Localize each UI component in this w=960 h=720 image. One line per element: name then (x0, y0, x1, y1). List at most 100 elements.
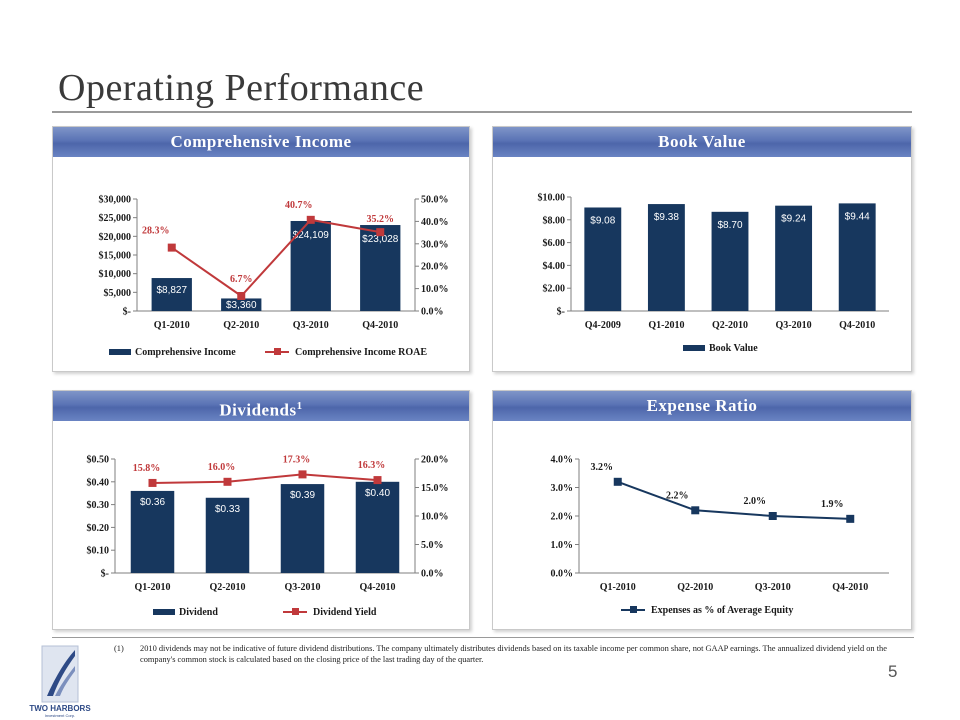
bar-data-label: $23,028 (362, 234, 399, 245)
comprehensive-income-chart: $- $5,000 $10,000 $15,000 $20,000 $25,000 $30,… (99, 195, 449, 359)
bar-data-label: $8,827 (156, 285, 187, 296)
y-axis-tick-label: $0.50 (87, 455, 110, 466)
bar (151, 278, 192, 311)
bar (360, 225, 401, 311)
legend-label: Comprehensive Income (135, 347, 236, 358)
logo-mark-icon (41, 645, 79, 703)
y-axis-tick-label: $0.30 (87, 500, 110, 511)
bar-data-label: $9.38 (654, 212, 679, 223)
line-data-label: 28.3% (142, 226, 170, 237)
x-axis-tick-label: Q4-2010 (839, 320, 875, 331)
book-value-chart: $- $2.00 $4.00 $6.00 $8.00 $10.00 Q4-2009 Q1-20… (538, 193, 889, 354)
line-point (167, 243, 176, 252)
x-axis-tick-label: Q1-2010 (154, 320, 190, 331)
line-point (223, 477, 232, 486)
legend-label: Comprehensive Income ROAE (295, 347, 427, 358)
legend-label: Dividend Yield (313, 607, 377, 618)
y-axis-tick-label: 3.0% (551, 483, 574, 494)
y-axis-tick-label: $30,000 (99, 195, 132, 206)
line-point (376, 228, 385, 237)
expense-ratio-chart: 0.0% 1.0% 2.0% 3.0% 4.0% Q1-2010 Q2-2010 Q3-201… (551, 455, 889, 616)
bar (280, 484, 325, 573)
y2-axis-tick-label: 40.0% (421, 217, 449, 228)
panel-title-text: Dividends (219, 400, 297, 420)
logo-subtitle: Investment Corp. (44, 713, 76, 718)
series-line (171, 218, 381, 298)
book-value-panel: Book Value $- $2.00 $4.00 $6.00 $8.00 $10.00 Q… (492, 126, 912, 372)
y-axis-tick-label: $2.00 (543, 284, 566, 295)
legend-swatch (153, 609, 175, 615)
line-point (768, 512, 777, 520)
x-axis-tick-label: Q3-2010 (776, 320, 812, 331)
bar (221, 298, 262, 311)
page-number: 5 (888, 662, 898, 681)
legend-label: Book Value (709, 343, 758, 354)
y-axis-tick-label: $6.00 (543, 238, 566, 249)
line-data-label: 15.8% (133, 463, 161, 474)
y-axis-tick-label: $- (123, 307, 131, 318)
dividends-panel: Dividends1 $- $0.10 $0.20 $0.30 $0.40 $0.50 0.… (52, 390, 470, 630)
x-axis-tick-label: Q2-2010 (223, 320, 259, 331)
x-axis-tick-label: Q3-2010 (293, 320, 329, 331)
footnote-marker: (1) (114, 644, 124, 653)
line-data-label: 6.7% (230, 274, 253, 285)
panel-title: Dividends1 (53, 391, 469, 421)
y-axis-tick-label: $10.00 (538, 193, 566, 204)
series-line (152, 473, 378, 484)
y2-axis-tick-label: 10.0% (421, 284, 449, 295)
panel-title: Comprehensive Income (53, 127, 469, 157)
bar (838, 203, 876, 311)
bar-data-label: $9.24 (781, 214, 806, 225)
x-axis-tick-label: Q1-2010 (600, 582, 636, 593)
y-axis-tick-label: 1.0% (551, 540, 574, 551)
y2-axis-tick-label: 5.0% (421, 540, 444, 551)
y-axis-tick-label: $5,000 (104, 288, 132, 299)
title-divider (52, 111, 912, 113)
y-axis-tick-label: $- (101, 569, 109, 580)
y-axis-tick-label: $15,000 (99, 251, 132, 262)
y2-axis-tick-label: 0.0% (421, 307, 444, 318)
y-axis-tick-label: $25,000 (99, 213, 132, 224)
line-data-label: 35.2% (367, 214, 395, 225)
footnote-reference: 1 (296, 400, 303, 412)
line-point (148, 478, 157, 487)
line-data-label: 16.3% (358, 460, 386, 471)
legend-label: Dividend (179, 607, 218, 618)
x-axis-tick-label: Q1-2010 (648, 320, 684, 331)
expense-ratio-panel: Expense Ratio 0.0% 1.0% 2.0% 3.0% 4.0% Q1-201… (492, 390, 912, 630)
bar-data-label: $9.44 (845, 211, 870, 222)
line-point (613, 477, 622, 486)
x-axis-tick-label: Q2-2010 (712, 320, 748, 331)
bar (205, 497, 250, 573)
y-axis-tick-label: $20,000 (99, 232, 132, 243)
bar-data-label: $24,109 (293, 230, 330, 241)
panel-title: Book Value (493, 127, 911, 157)
x-axis-tick-label: Q1-2010 (134, 582, 170, 593)
y2-axis-tick-label: 10.0% (421, 512, 449, 523)
bar-data-label: $3,360 (226, 300, 257, 311)
legend-marker (630, 606, 637, 613)
line-data-label: 16.0% (208, 462, 236, 473)
legend-marker (274, 348, 281, 355)
y-axis-tick-label: $0.40 (87, 477, 110, 488)
y2-axis-tick-label: 0.0% (421, 569, 444, 580)
bar-data-label: $8.70 (717, 220, 742, 231)
footnote-divider (52, 637, 914, 638)
line-point (306, 215, 315, 224)
x-axis-tick-label: Q4-2010 (362, 320, 398, 331)
x-axis-tick-label: Q3-2010 (284, 582, 320, 593)
bar (647, 204, 685, 311)
x-axis-tick-label: Q4-2010 (832, 582, 868, 593)
comprehensive-income-panel: Comprehensive Income $- $5,000 $10,000 $15,… (52, 126, 470, 372)
y2-axis-tick-label: 20.0% (421, 455, 449, 466)
legend-swatch (683, 345, 705, 351)
y-axis-tick-label: $10,000 (99, 269, 132, 280)
footnote-text: 2010 dividends may not be indicative of … (140, 644, 887, 664)
y2-axis-tick-label: 20.0% (421, 262, 449, 273)
legend-swatch (109, 349, 131, 355)
line-data-label: 1.9% (821, 499, 844, 510)
x-axis-tick-label: Q2-2010 (209, 582, 245, 593)
y2-axis-tick-label: 30.0% (421, 239, 449, 250)
y-axis-tick-label: 0.0% (551, 569, 574, 580)
line-point (691, 506, 700, 515)
